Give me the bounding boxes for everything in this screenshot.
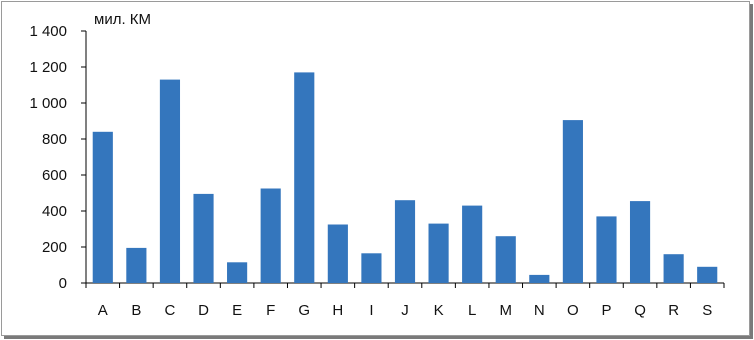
bar-n (529, 274, 550, 283)
y-axis-ticks: 0 200 400 600 800 1 000 1 200 1 400 (29, 23, 86, 292)
bar-m (495, 236, 516, 283)
x-tick-label: B (131, 302, 141, 319)
y-tick-label: 200 (42, 239, 67, 256)
x-tick-label: L (468, 302, 476, 319)
x-tick-label: E (232, 302, 242, 319)
bar-q (629, 201, 651, 283)
x-tick-label: F (266, 302, 275, 319)
bar-i (361, 253, 382, 283)
bar-f (260, 188, 281, 283)
x-tick-label: K (434, 302, 444, 319)
y-unit-label: мил. КМ (94, 11, 151, 28)
x-tick-label: N (534, 302, 545, 319)
bar-g (294, 72, 315, 284)
bar-c (159, 79, 181, 283)
x-tick-label: G (298, 302, 310, 319)
x-tick-label: S (702, 302, 712, 319)
x-tick-label: Q (634, 302, 646, 319)
bar-p (596, 216, 617, 283)
y-tick-label: 400 (42, 203, 67, 220)
x-tick-label: M (499, 302, 512, 319)
bar-d (193, 193, 214, 283)
bar-r (663, 254, 684, 283)
y-tick-label: 800 (42, 131, 67, 148)
x-tick-label: C (165, 302, 176, 319)
bar-h (327, 224, 348, 283)
y-tick-label: 0 (59, 275, 67, 292)
x-tick-label: D (198, 302, 209, 319)
bar-a (92, 131, 113, 283)
bar-o (562, 120, 583, 283)
x-tick-label: O (567, 302, 579, 319)
x-tick-label: A (98, 302, 108, 319)
bar-e (227, 262, 248, 283)
x-tick-label: R (668, 302, 679, 319)
x-axis-ticks: A B C D E F G H I J K L M N O P Q R S (85, 283, 725, 319)
bar-series (92, 72, 718, 284)
bar-b (126, 247, 147, 283)
x-tick-label: J (401, 302, 409, 319)
x-tick-label: P (601, 302, 611, 319)
y-tick-label: 1 400 (29, 23, 67, 40)
y-tick-label: 600 (42, 167, 67, 184)
x-tick-label: I (369, 302, 373, 319)
bar-k (428, 223, 449, 283)
x-tick-label: H (332, 302, 343, 319)
bar-j (394, 200, 416, 283)
bar-l (462, 205, 483, 283)
y-tick-label: 1 200 (29, 59, 67, 76)
bar-s (697, 266, 718, 283)
y-tick-label: 1 000 (29, 95, 67, 112)
